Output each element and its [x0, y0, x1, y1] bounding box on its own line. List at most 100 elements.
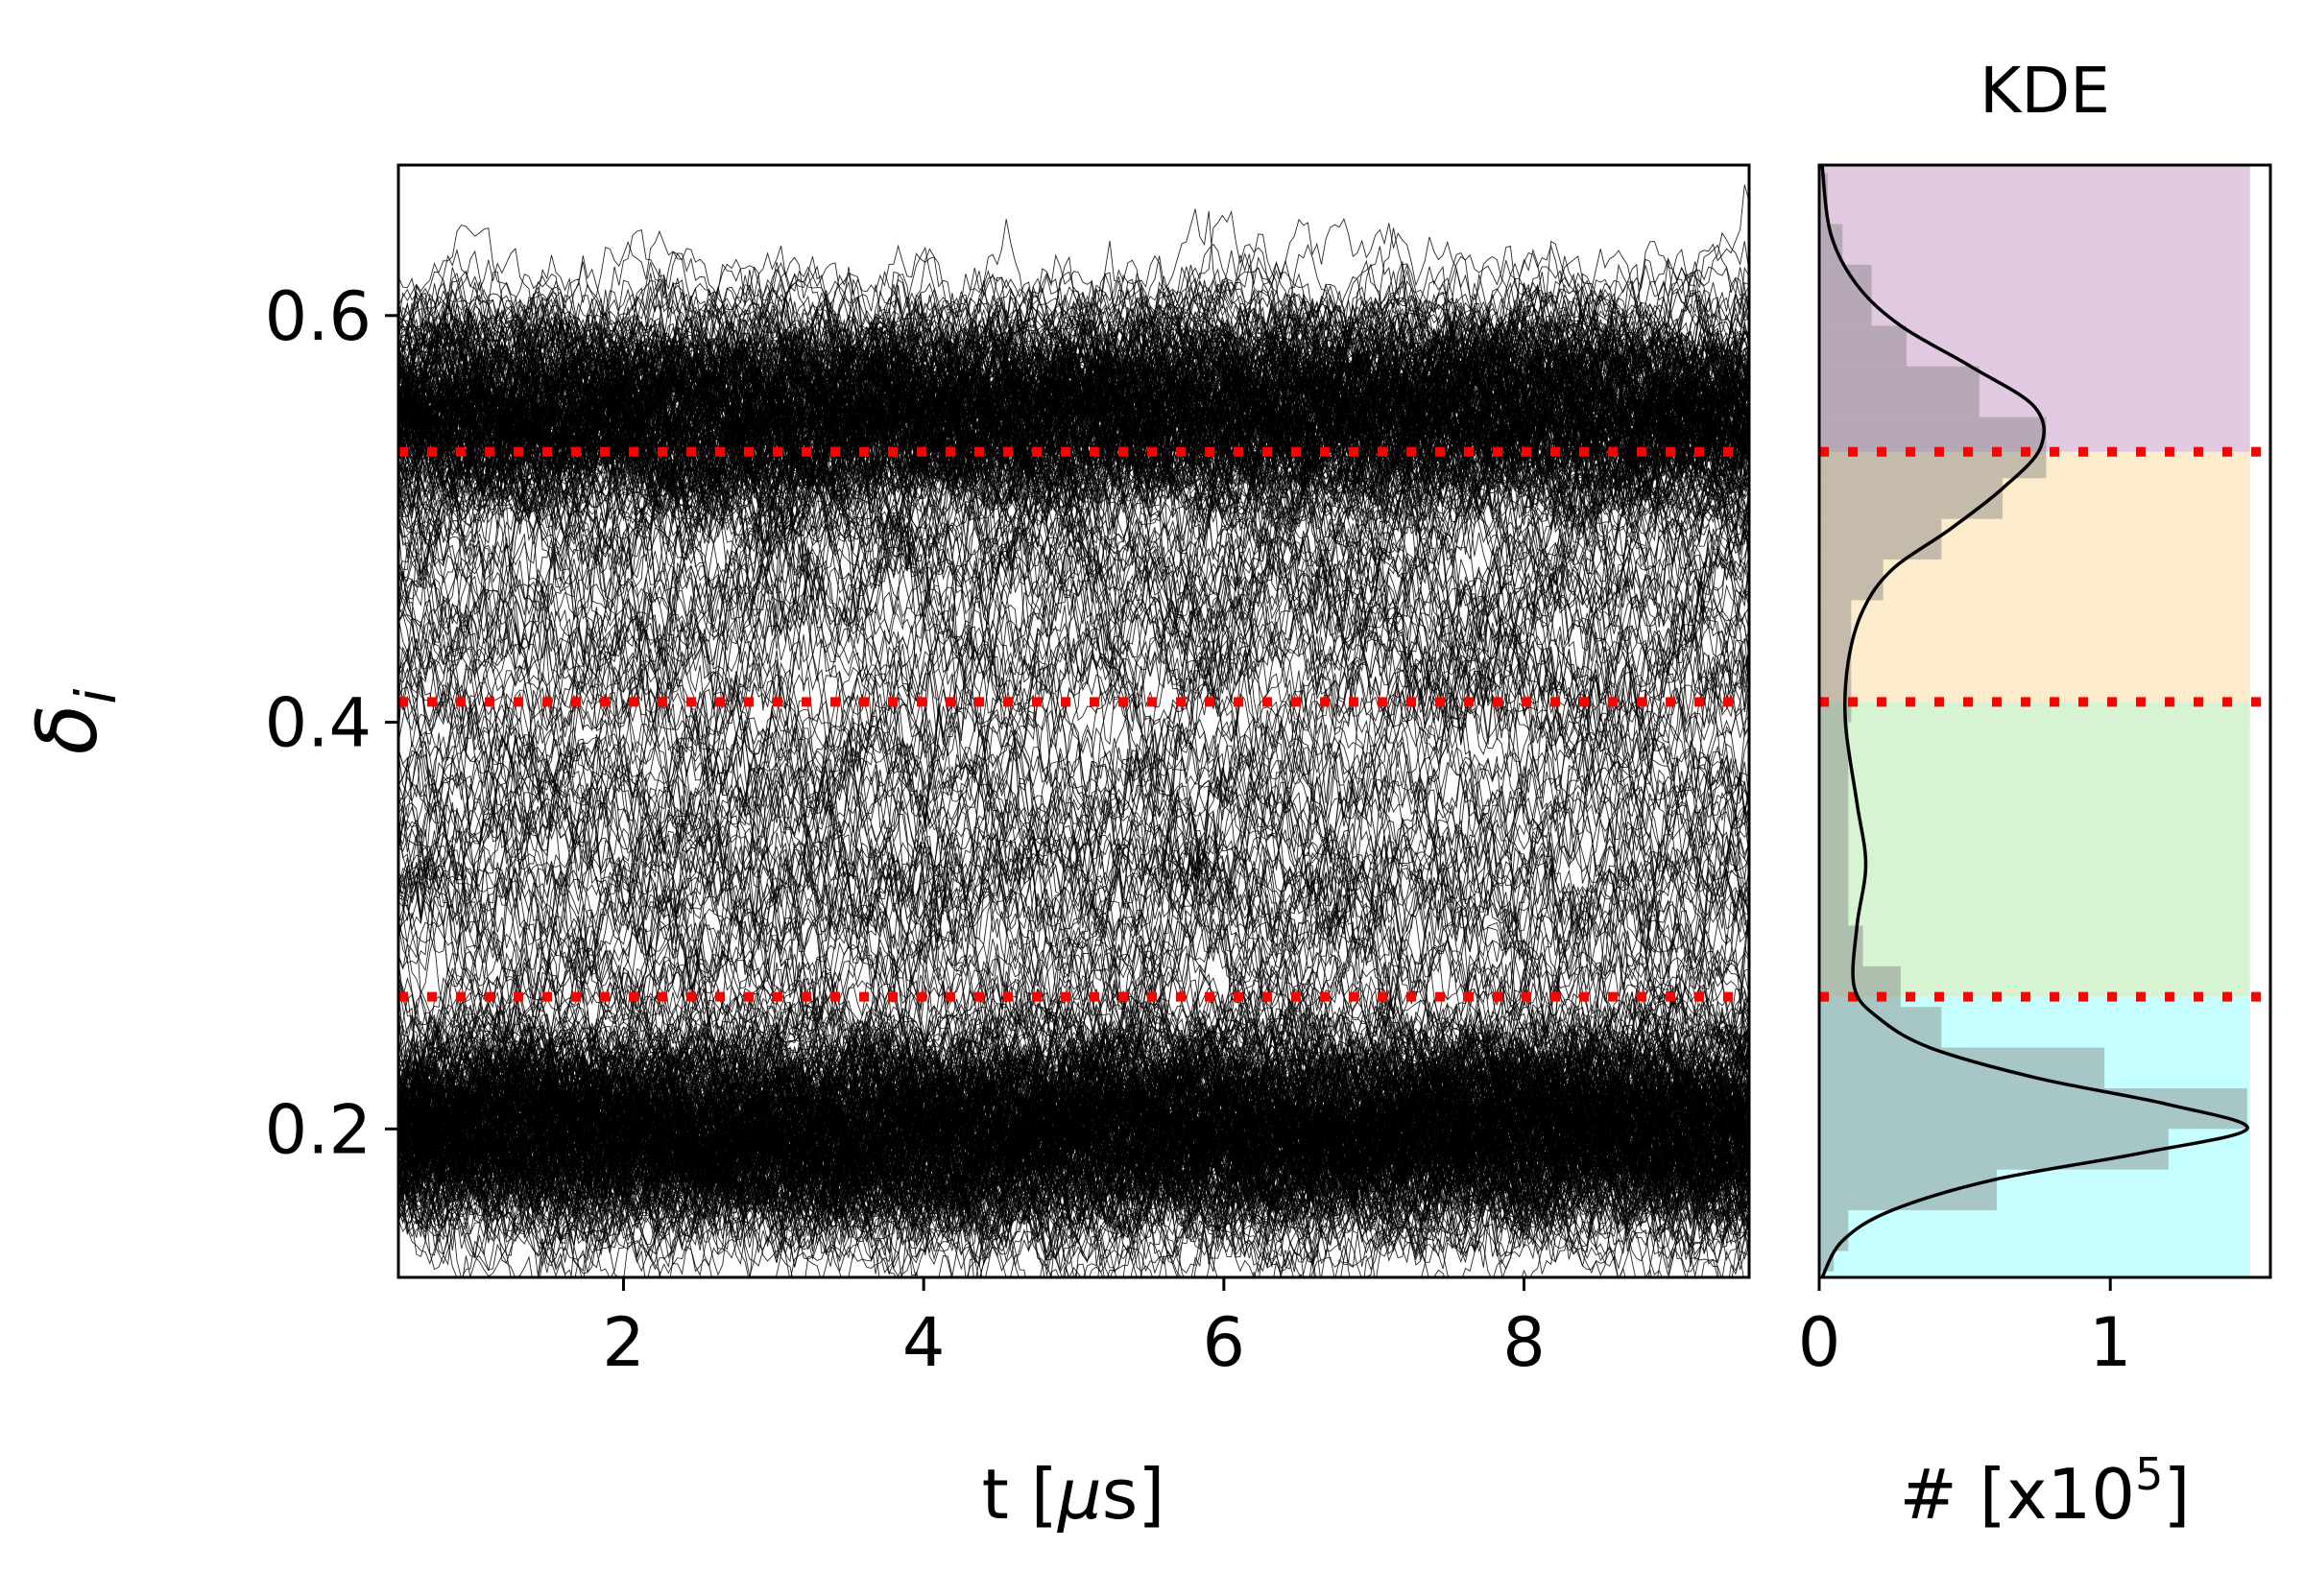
trajectory-line [398, 775, 1749, 1060]
trajectory-line [398, 770, 1749, 1067]
trajectory-line [398, 730, 1749, 1045]
trajectory-line [398, 1036, 1749, 1217]
trajectory-line [398, 627, 1749, 957]
trajectory-line [398, 774, 1749, 1047]
trajectory-line [398, 781, 1749, 1109]
trajectory-line [398, 857, 1749, 1102]
kde-x-tick-label: 1 [2089, 1303, 2132, 1382]
trajectory-line [398, 1048, 1749, 1277]
trajectory-line [398, 380, 1749, 754]
trajectory-line [398, 978, 1749, 1203]
trajectory-line [398, 282, 1749, 558]
main-y-ticks: 0.2 0.4 0.6 [265, 277, 398, 1169]
trajectory-line [398, 541, 1749, 815]
trajectory-line [398, 604, 1749, 939]
main-x-ticks: 2 4 6 8 [602, 1277, 1546, 1382]
trajectory-line [398, 1037, 1749, 1266]
trajectory-line [398, 457, 1749, 788]
trajectory-line [398, 348, 1749, 567]
trajectory-line [398, 525, 1749, 857]
trajectory-line [398, 786, 1749, 1144]
trajectory-line [398, 306, 1749, 509]
kde-bar [1819, 722, 1849, 926]
trajectory-line [398, 288, 1749, 485]
kde-region-band [1819, 996, 2250, 1277]
trajectory-line [398, 607, 1749, 987]
x-tick-label: 2 [602, 1303, 645, 1382]
trajectory-line [398, 342, 1749, 584]
trajectory-line [398, 678, 1749, 955]
trajectory-line [398, 229, 1749, 434]
trajectory-line [398, 219, 1749, 472]
trajectory-line [398, 325, 1749, 536]
trajectory-line [398, 536, 1749, 824]
trajectory-line [398, 438, 1749, 782]
trajectory-line [398, 388, 1749, 729]
trajectory-line [398, 293, 1749, 476]
trajectory-lines [398, 184, 1749, 1277]
trajectory-line [398, 305, 1749, 512]
trajectory-line [398, 777, 1749, 1040]
kde-region-band [1819, 451, 2250, 703]
trajectory-line [398, 416, 1749, 761]
kde-region-band [1819, 165, 2250, 452]
trajectory-line [398, 338, 1749, 560]
kde-threshold-lines [1819, 446, 2270, 1002]
trajectory-line [398, 1029, 1749, 1243]
main-y-axis-label: δi [20, 689, 129, 755]
kde-region-bands [1819, 165, 2250, 1277]
kde-bar [1819, 1087, 2247, 1130]
kde-title: KDE [1980, 54, 2110, 128]
y-tick-label: 0.4 [265, 684, 372, 763]
trajectory-line [398, 317, 1749, 513]
trajectory-line [398, 348, 1749, 593]
trajectory-line [398, 1050, 1749, 1265]
trajectory-line [398, 480, 1749, 734]
trajectory-line [398, 1038, 1749, 1275]
x-tick-label: 6 [1203, 1303, 1246, 1382]
kde-bar [1819, 478, 2004, 519]
trajectory-line [398, 1013, 1749, 1232]
trajectory-line [398, 488, 1749, 763]
trajectory-line [398, 250, 1749, 454]
kde-region-band [1819, 702, 2250, 997]
trajectory-line [398, 832, 1749, 1109]
trajectory-line [398, 430, 1749, 748]
kde-bar [1819, 560, 1884, 601]
trajectory-line [398, 261, 1749, 471]
kde-curve [1820, 165, 2249, 1277]
kde-bar [1819, 325, 1907, 367]
trajectory-line [398, 1014, 1749, 1235]
trajectory-line [398, 314, 1749, 536]
trajectory-line [398, 316, 1749, 476]
trajectory-line [398, 315, 1749, 471]
trajectory-line [398, 363, 1749, 665]
kde-bar [1819, 1007, 1942, 1048]
kde-bar [1819, 518, 1942, 560]
trajectory-line [398, 1037, 1749, 1235]
trajectory-line [398, 1021, 1749, 1267]
trajectory-line [398, 488, 1749, 761]
kde-x-axis-label: # [x105] [1900, 1448, 2191, 1535]
y-tick-label: 0.2 [265, 1090, 372, 1169]
kde-bar [1819, 1210, 1849, 1251]
trajectory-line [398, 364, 1749, 645]
trajectory-line [398, 1050, 1749, 1277]
trajectory-line [398, 1002, 1749, 1207]
kde-plot-frame [1817, 163, 2272, 1279]
trajectory-line [398, 319, 1749, 580]
trajectory-line [398, 1077, 1749, 1277]
trajectory-line [398, 992, 1749, 1206]
trajectory-line [398, 1074, 1749, 1277]
trajectory-line [398, 307, 1749, 508]
x-tick-label: 4 [902, 1303, 946, 1382]
trajectory-line [398, 672, 1749, 933]
main-x-axis-label: t [μs] [982, 1454, 1165, 1535]
trajectory-line [398, 1022, 1749, 1227]
trajectory-line [398, 836, 1749, 1131]
kde-bar [1819, 366, 1980, 417]
trajectory-line [398, 1047, 1749, 1257]
